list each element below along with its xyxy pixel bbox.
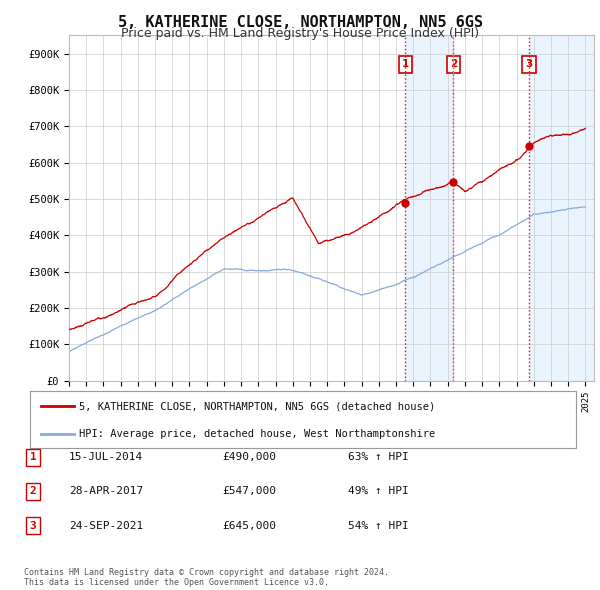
Text: 3: 3: [29, 521, 37, 530]
Text: HPI: Average price, detached house, West Northamptonshire: HPI: Average price, detached house, West…: [79, 429, 436, 439]
Text: 28-APR-2017: 28-APR-2017: [69, 487, 143, 496]
Text: 2: 2: [29, 487, 37, 496]
Text: 63% ↑ HPI: 63% ↑ HPI: [348, 453, 409, 462]
Text: 24-SEP-2021: 24-SEP-2021: [69, 521, 143, 530]
Text: Contains HM Land Registry data © Crown copyright and database right 2024.
This d: Contains HM Land Registry data © Crown c…: [24, 568, 389, 587]
Point: [524, 142, 534, 151]
Bar: [406, 35, 454, 381]
Text: 2: 2: [450, 60, 457, 70]
Text: 15-JUL-2014: 15-JUL-2014: [69, 453, 143, 462]
Text: 49% ↑ HPI: 49% ↑ HPI: [348, 487, 409, 496]
Text: 5, KATHERINE CLOSE, NORTHAMPTON, NN5 6GS: 5, KATHERINE CLOSE, NORTHAMPTON, NN5 6GS: [118, 15, 482, 30]
Text: 1: 1: [29, 453, 37, 462]
Point: [449, 177, 458, 186]
Text: Price paid vs. HM Land Registry's House Price Index (HPI): Price paid vs. HM Land Registry's House …: [121, 27, 479, 40]
Text: £547,000: £547,000: [222, 487, 276, 496]
Text: £645,000: £645,000: [222, 521, 276, 530]
Text: 1: 1: [402, 60, 409, 70]
Point: [401, 198, 410, 207]
Text: 3: 3: [526, 60, 533, 70]
Text: 5, KATHERINE CLOSE, NORTHAMPTON, NN5 6GS (detached house): 5, KATHERINE CLOSE, NORTHAMPTON, NN5 6GS…: [79, 401, 436, 411]
Text: £490,000: £490,000: [222, 453, 276, 462]
Bar: [529, 35, 594, 381]
Text: 54% ↑ HPI: 54% ↑ HPI: [348, 521, 409, 530]
